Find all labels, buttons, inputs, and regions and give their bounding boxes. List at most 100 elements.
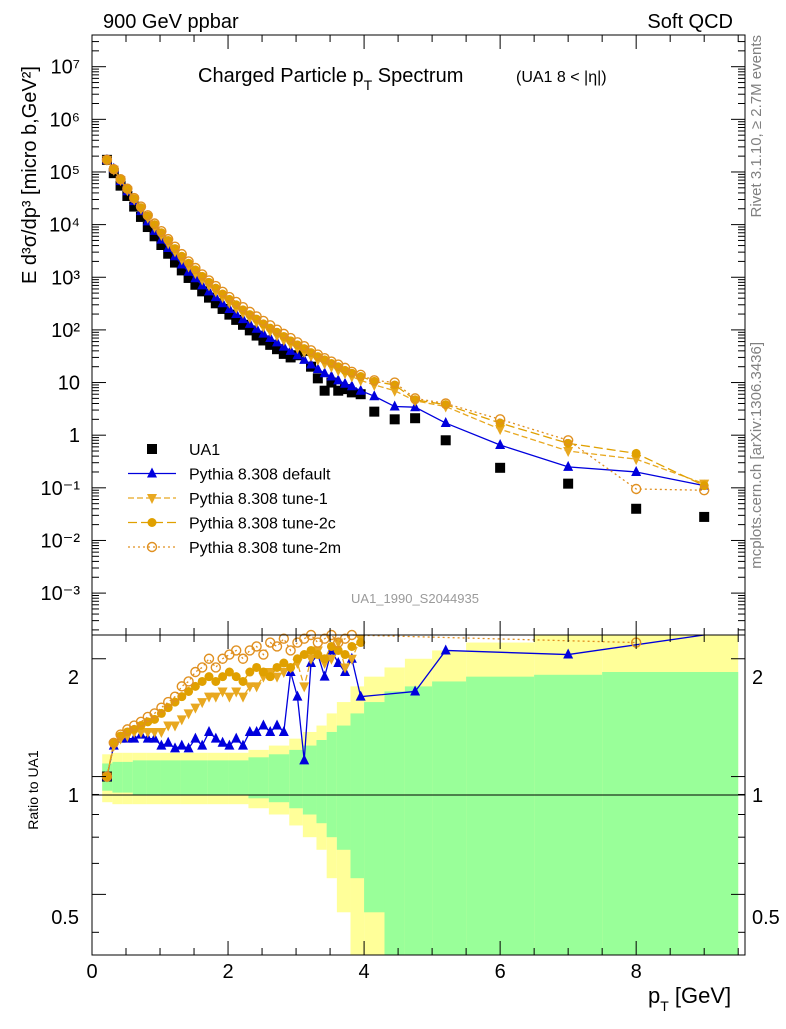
point-s0-4 bbox=[129, 201, 140, 212]
ratio-point-s0-21 bbox=[244, 725, 255, 736]
point-s0-32 bbox=[319, 385, 330, 396]
point-s0-18 bbox=[224, 309, 235, 320]
point-s4-43 bbox=[562, 435, 574, 446]
point-s1-44 bbox=[631, 465, 642, 476]
band-green-16 bbox=[350, 713, 365, 879]
point-s0-43 bbox=[563, 478, 574, 489]
band-green-22 bbox=[534, 674, 603, 955]
side-label-rivet: Rivet 3.1.10, ≥ 2.7M events bbox=[748, 35, 765, 218]
point-s0-17 bbox=[217, 303, 228, 314]
ratio-point-s0-11 bbox=[176, 739, 187, 750]
ratio-point-s0-19 bbox=[231, 732, 242, 743]
ratio-point-s0-16 bbox=[210, 732, 221, 743]
point-s0-23 bbox=[258, 335, 269, 346]
ratio-point-s1-10 bbox=[169, 721, 180, 732]
point-s2-39 bbox=[389, 386, 400, 397]
legend-label-4: Pythia 8.308 tune-2m bbox=[189, 540, 341, 557]
ratio-point-s0-9 bbox=[163, 736, 174, 747]
ratio-tick-right-1: 1 bbox=[752, 785, 763, 807]
ratio-point-s0-24 bbox=[265, 725, 276, 736]
point-s4-40 bbox=[409, 393, 421, 404]
ratio-tick-right-0: 2 bbox=[752, 667, 763, 689]
ratio-point-s2-20 bbox=[238, 676, 248, 686]
ratio-point-s2-35 bbox=[340, 650, 350, 660]
header-left: 900 GeV ppbar bbox=[103, 11, 239, 33]
point-s0-6 bbox=[142, 222, 153, 233]
ratio-point-s0-10 bbox=[169, 742, 180, 753]
ratio-point-s3-15 bbox=[203, 653, 215, 664]
ratio-point-s3-8 bbox=[156, 702, 167, 713]
band-green-8 bbox=[228, 760, 249, 795]
point-s1-29 bbox=[299, 353, 310, 364]
point-s3-42 bbox=[495, 418, 505, 428]
band-green-14 bbox=[326, 731, 337, 838]
band-green-21 bbox=[466, 676, 535, 955]
point-s0-13 bbox=[190, 279, 201, 290]
band-green-6 bbox=[180, 760, 208, 795]
ratio-point-s1-35 bbox=[340, 663, 351, 674]
point-s4-3 bbox=[122, 183, 133, 194]
ratio-point-s3-12 bbox=[183, 676, 194, 687]
ratio-point-s0-38 bbox=[410, 685, 421, 696]
point-s4-15 bbox=[203, 275, 215, 286]
point-s3-6 bbox=[143, 211, 153, 221]
point-s0-35 bbox=[340, 384, 351, 395]
ratio-point-s2-17 bbox=[218, 672, 228, 682]
point-s1-36 bbox=[346, 380, 357, 391]
ratio-point-s0-13 bbox=[190, 732, 201, 743]
point-s4-18 bbox=[224, 291, 235, 303]
ratio-point-s2-28 bbox=[292, 654, 302, 664]
ratio-point-s2-24 bbox=[265, 672, 275, 682]
ratio-tick-left-0: 2 bbox=[68, 667, 79, 689]
ratio-point-s3-9 bbox=[162, 696, 174, 708]
point-s4-36 bbox=[346, 366, 358, 377]
point-s0-8 bbox=[156, 239, 167, 250]
band-green-4 bbox=[146, 760, 161, 795]
point-s4-10 bbox=[169, 241, 181, 252]
top-y-label: E d³σ/dp³ [micro b,GeV²] bbox=[19, 66, 41, 284]
ratio-point-s2-21 bbox=[245, 667, 255, 677]
point-s0-9 bbox=[163, 248, 174, 259]
point-s0-11 bbox=[176, 265, 187, 276]
ratio-point-s0-20 bbox=[238, 739, 249, 750]
point-s0-19 bbox=[231, 314, 242, 325]
ratio-point-s2-31 bbox=[313, 650, 323, 660]
top-y-tick-3: 10⁴ bbox=[49, 215, 80, 237]
point-s0-38 bbox=[369, 406, 380, 417]
ratio-point-s0-37 bbox=[355, 690, 366, 701]
ratio-point-s3-7 bbox=[149, 708, 160, 719]
legend-marker-2 bbox=[147, 494, 157, 504]
point-s0-24 bbox=[265, 339, 276, 350]
point-s1-34 bbox=[333, 374, 344, 385]
ratio-point-s2-12 bbox=[184, 686, 194, 696]
ratio-tick-left-2: 0.5 bbox=[51, 907, 79, 929]
ratio-point-s2-19 bbox=[231, 672, 241, 682]
top-y-tick-9: 10⁻² bbox=[41, 530, 81, 552]
ratio-tick-left-1: 1 bbox=[68, 785, 79, 807]
ratio-line-3 bbox=[106, 634, 637, 777]
title-sub: T bbox=[364, 77, 373, 93]
ratio-point-s1-25 bbox=[272, 672, 283, 683]
x-label-tail: [GeV] bbox=[669, 983, 731, 1008]
ratio-point-s2-14 bbox=[197, 676, 207, 686]
ratio-point-s2-16 bbox=[211, 676, 221, 686]
ratio-point-s0-25 bbox=[272, 719, 283, 730]
point-s1-35 bbox=[340, 377, 351, 388]
point-s3-43 bbox=[563, 438, 573, 448]
ratio-point-s1-36 bbox=[346, 654, 357, 665]
point-s0-36 bbox=[346, 387, 357, 398]
point-s0-16 bbox=[210, 298, 221, 309]
point-s4-38 bbox=[369, 375, 380, 386]
point-s1-33 bbox=[326, 370, 337, 381]
point-s0-21 bbox=[244, 325, 255, 336]
x-tick-label-0: 0 bbox=[86, 961, 97, 983]
point-s4-16 bbox=[210, 280, 221, 292]
x-tick-label-4: 8 bbox=[631, 961, 642, 983]
point-s0-15 bbox=[203, 292, 214, 303]
ratio-point-s1-18 bbox=[224, 692, 235, 703]
x-label-main: p bbox=[648, 983, 660, 1008]
point-s4-4 bbox=[128, 192, 140, 204]
band-green-3 bbox=[132, 760, 147, 795]
legend-marker-4 bbox=[146, 541, 158, 553]
point-s1-30 bbox=[306, 358, 317, 369]
